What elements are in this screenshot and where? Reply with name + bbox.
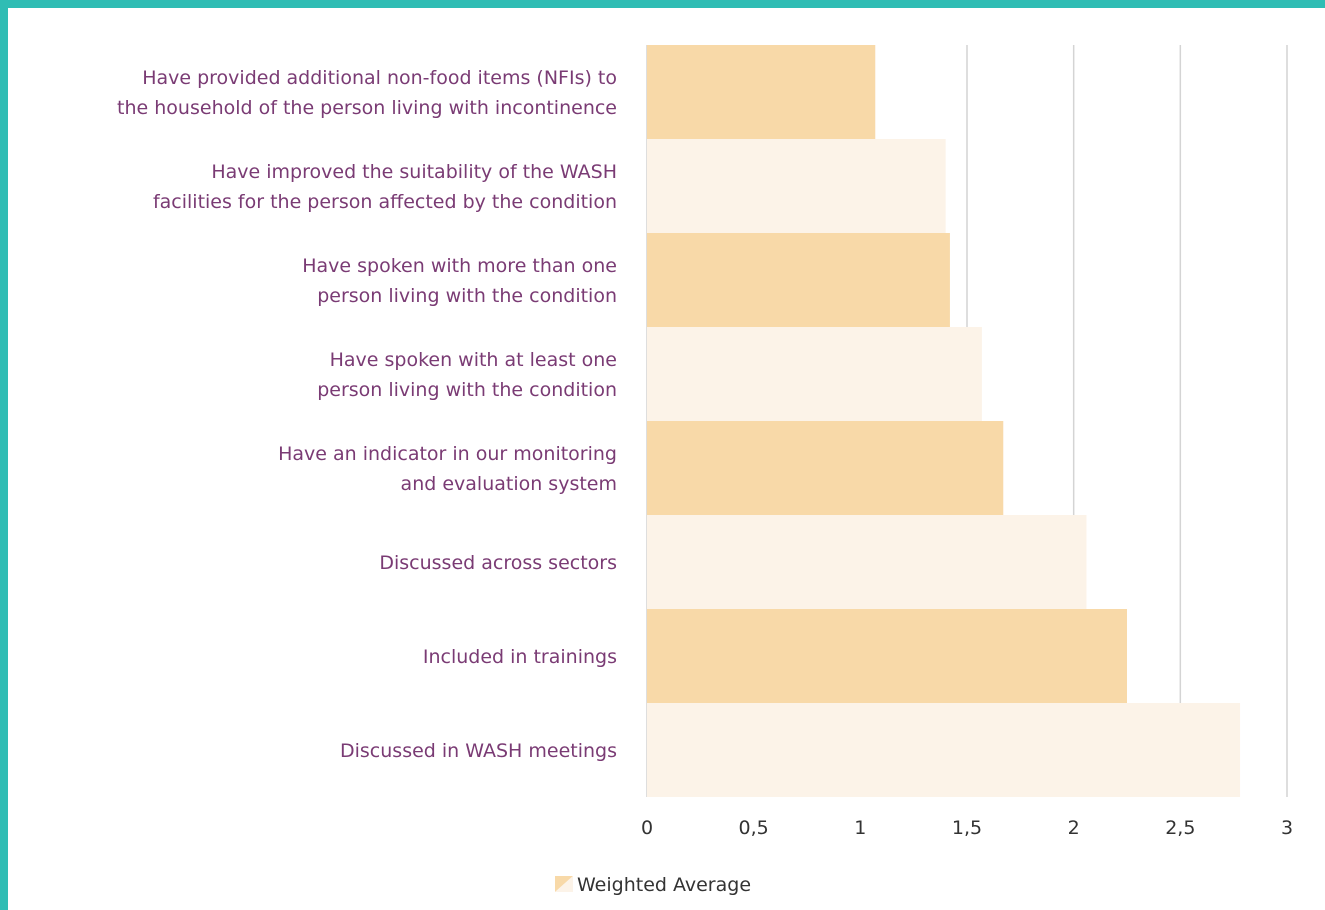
legend-swatch-light <box>555 876 573 892</box>
bar <box>647 421 1004 515</box>
bar <box>647 327 982 421</box>
y-tick-label-line: Discussed in WASH meetings <box>340 740 617 762</box>
y-tick-label-line: and evaluation system <box>401 473 617 495</box>
x-tick-label: 2 <box>1068 817 1080 839</box>
bar <box>647 703 1241 797</box>
y-tick-label: Discussed in WASH meetings <box>340 740 617 762</box>
y-tick-label-line: person living with the condition <box>317 379 617 401</box>
y-tick-label: Have spoken with at least one person livi… <box>317 349 617 401</box>
y-tick-label-line: Discussed across sectors <box>379 552 617 574</box>
y-tick-label-line: Have an indicator in our monitoring <box>278 443 617 465</box>
y-tick-label: Included in trainings <box>423 646 617 668</box>
y-tick-label: Have an indicator in our monitoring and e… <box>278 443 617 495</box>
y-tick-label-line: Have provided additional non-food items … <box>142 67 617 89</box>
x-tick-label: 2,5 <box>1165 817 1195 839</box>
y-tick-label: Have provided additional non-food items … <box>117 67 617 119</box>
y-tick-label-line: Have improved the suitability of the WAS… <box>211 161 617 183</box>
x-tick-label: 0 <box>641 817 653 839</box>
y-tick-label-line: the household of the person living with … <box>117 97 617 119</box>
top-border <box>0 0 1325 8</box>
y-tick-label: Discussed across sectors <box>379 552 617 574</box>
x-tick-label: 3 <box>1281 817 1293 839</box>
y-tick-label-line: Included in trainings <box>423 646 617 668</box>
bar <box>647 139 946 233</box>
y-tick-label-line: person living with the condition <box>317 285 617 307</box>
legend-label: Weighted Average <box>577 874 751 896</box>
bar <box>647 45 876 139</box>
bar <box>647 233 950 327</box>
bar <box>647 515 1087 609</box>
x-tick-label: 1 <box>854 817 866 839</box>
y-tick-label: Have spoken with more than one person liv… <box>302 255 617 307</box>
left-border <box>0 0 8 910</box>
y-tick-label: Have improved the suitability of the WAS… <box>153 161 617 213</box>
y-tick-label-line: facilities for the person affected by th… <box>153 191 617 213</box>
bar <box>647 609 1127 703</box>
y-tick-label-line: Have spoken with more than one <box>302 255 617 277</box>
x-tick-label: 0,5 <box>739 817 769 839</box>
y-tick-label-line: Have spoken with at least one <box>330 349 617 371</box>
x-tick-label: 1,5 <box>952 817 982 839</box>
